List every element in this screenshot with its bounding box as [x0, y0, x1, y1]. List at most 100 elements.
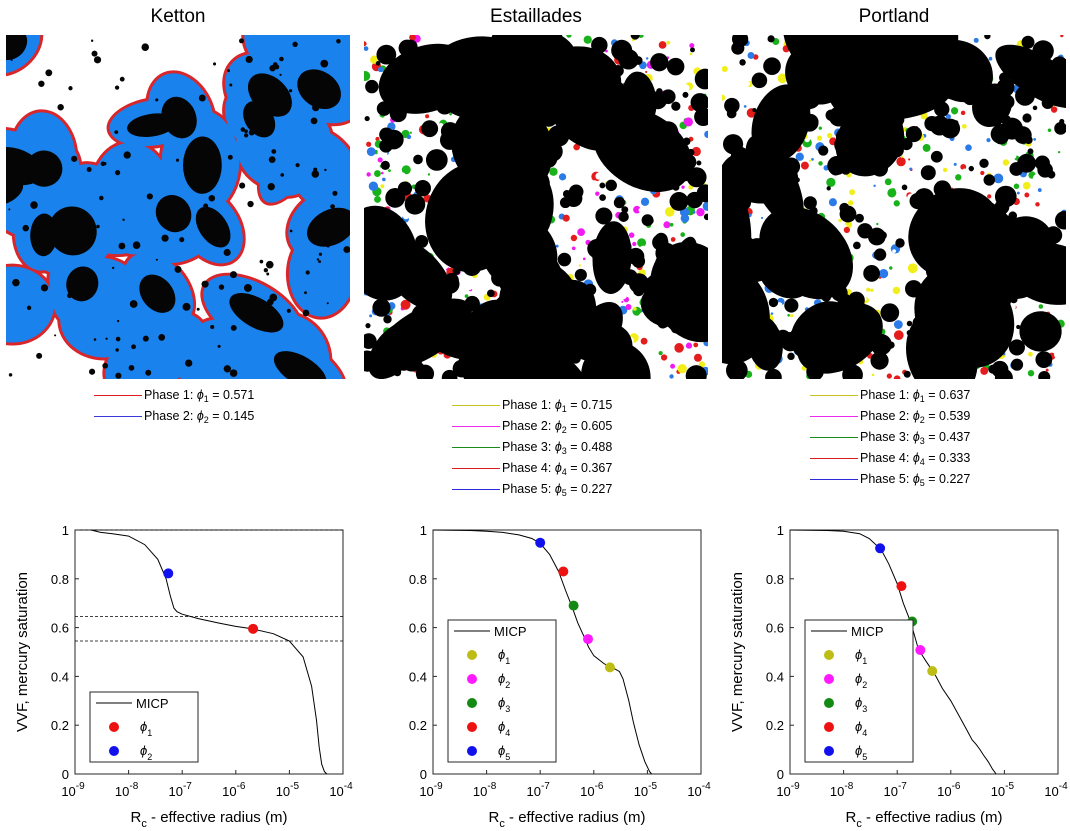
phase-legend-line	[94, 416, 142, 418]
phase-legend-entry: Phase 3: ϕ3 = 0.437	[810, 428, 970, 446]
y-tick-label: 0.8	[51, 572, 69, 587]
phase-porosity-value: = 0.145	[208, 409, 255, 423]
phase-label: Phase 4:	[860, 451, 913, 465]
x-tick-label: 10-4	[329, 781, 353, 799]
chart-legend-box	[89, 691, 199, 763]
legend-dot-swatch	[467, 722, 477, 732]
phase-legend-line	[452, 468, 500, 470]
y-tick-label: 0	[777, 767, 784, 782]
phase-porosity-value: = 0.488	[566, 440, 613, 454]
phase-legend-entry: Phase 1: ϕ1 = 0.715	[452, 396, 612, 414]
panel-title-estaillades: Estaillades	[490, 6, 582, 27]
y-tick-label: 0.8	[409, 572, 427, 587]
phase-legend-entry: Phase 2: ϕ2 = 0.605	[452, 417, 612, 435]
phase-threshold-point	[163, 568, 174, 579]
phase-legend-line	[810, 416, 858, 418]
phi-symbol: ϕ	[196, 388, 204, 402]
phi-symbol: ϕ	[554, 482, 562, 496]
phi-symbol: ϕ	[912, 430, 920, 444]
phase-porosity-value: = 0.227	[924, 472, 971, 486]
phi-subscript: 3	[919, 436, 925, 446]
phi-symbol: ϕ	[554, 398, 562, 412]
segmented-image-estaillades	[364, 35, 708, 379]
y-tick-label: 0.4	[766, 669, 784, 684]
phi-subscript: 5	[919, 478, 925, 488]
phase-porosity-value: = 0.437	[924, 430, 971, 444]
phase-legend-line	[810, 395, 858, 397]
phase-legend-line	[810, 437, 858, 439]
phase-threshold-point	[558, 566, 569, 577]
phase-label: Phase 5:	[502, 482, 555, 496]
phi-symbol: ϕ	[554, 440, 562, 454]
micp-curve	[90, 529, 328, 775]
phi-subscript: 1	[919, 394, 925, 404]
phase-threshold-point	[248, 623, 259, 634]
plot-svg-estaillades: 0 0.2 0.4 0.6 0.8 1 10-9 10-8 10-7 10-6 10-5 10-4 Rc…	[409, 523, 711, 830]
phase-legend-entry: Phase 4: ϕ4 = 0.367	[452, 459, 612, 477]
y-tick-label: 1	[62, 523, 69, 538]
phase-threshold-point	[896, 581, 907, 592]
axes-box	[432, 529, 702, 775]
estaillades-texture	[364, 35, 708, 379]
legend-dot-swatch	[109, 722, 119, 732]
phase-threshold-point	[535, 537, 546, 548]
phase-label: Phase 3:	[860, 430, 913, 444]
legend-dot-swatch	[467, 650, 477, 660]
x-tick-label: 10-8	[473, 781, 497, 799]
phase-legend-entry: Phase 3: ϕ3 = 0.488	[452, 438, 612, 456]
phase-legend-line	[810, 479, 858, 481]
phase-porosity-value: = 0.715	[566, 398, 613, 412]
phase-legend-line	[452, 405, 500, 407]
x-tick-label: 10-5	[991, 781, 1015, 799]
chart-legend-box	[804, 619, 914, 763]
phase-legend-entry: Phase 2: ϕ2 = 0.145	[94, 407, 254, 425]
phi-subscript: 2	[203, 415, 209, 425]
y-tick-label: 0.8	[766, 572, 784, 587]
axes-box	[789, 529, 1059, 775]
phase-legend-entry: Phase 2: ϕ2 = 0.539	[810, 407, 970, 425]
phi-subscript: 2	[561, 425, 567, 435]
phase-porosity-value: = 0.539	[924, 409, 971, 423]
phase-label: Phase 2:	[860, 409, 913, 423]
phase-legend-entry: Phase 5: ϕ5 = 0.227	[810, 470, 970, 488]
y-tick-label: 0	[420, 767, 427, 782]
legend-dot-swatch	[824, 698, 834, 708]
phi-subscript: 5	[561, 488, 567, 498]
y-tick-label: 1	[777, 523, 784, 538]
phi-symbol: ϕ	[554, 461, 562, 475]
mercury-curve-plot-estaillades: 0 0.2 0.4 0.6 0.8 1 10-9 10-8 10-7 10-6 10-5 10-4 Rc…	[358, 510, 713, 831]
y-axis-label: VVF, mercury saturation	[729, 572, 746, 732]
phi-subscript: 4	[919, 457, 925, 467]
phase-threshold-point	[875, 543, 886, 554]
phi-subscript: 4	[561, 467, 567, 477]
y-tick-label: 0.2	[766, 718, 784, 733]
y-tick-label: 0.2	[409, 718, 427, 733]
x-tick-label: 10-7	[884, 781, 908, 799]
phase-label: Phase 3:	[502, 440, 555, 454]
phase-legend-entry: Phase 5: ϕ5 = 0.227	[452, 480, 612, 498]
legend-label: MICP	[494, 624, 527, 639]
plot-svg-ketton: 0 0.2 0.4 0.6 0.8 1 10-9 10-8 10-7 10-6 10-5 10-4 Rc…	[14, 523, 353, 830]
phase-legend-entry: Phase 4: ϕ4 = 0.333	[810, 449, 970, 467]
phase-label: Phase 1:	[860, 388, 913, 402]
y-tick-label: 0.6	[409, 621, 427, 636]
phase-porosity-value: = 0.333	[924, 451, 971, 465]
panel-title-portland: Portland	[858, 6, 930, 27]
segmented-image-portland	[722, 35, 1066, 379]
x-tick-label: 10-5	[276, 781, 300, 799]
phase-label: Phase 1:	[502, 398, 555, 412]
phase-porosity-value: = 0.637	[924, 388, 971, 402]
phase-label: Phase 4:	[502, 461, 555, 475]
phase-label: Phase 5:	[860, 472, 913, 486]
ketton-texture	[6, 35, 350, 379]
phi-symbol: ϕ	[554, 419, 562, 433]
phi-subscript: 1	[561, 404, 567, 414]
phase-porosity-value: = 0.367	[566, 461, 613, 475]
phi-symbol: ϕ	[196, 409, 204, 423]
x-tick-label: 10-5	[634, 781, 658, 799]
legend-dot-swatch	[109, 746, 119, 756]
segmented-image-ketton	[6, 35, 350, 379]
x-tick-label: 10-4	[1044, 781, 1068, 799]
phase-threshold-point	[604, 662, 615, 673]
phase-threshold-point	[927, 666, 938, 677]
